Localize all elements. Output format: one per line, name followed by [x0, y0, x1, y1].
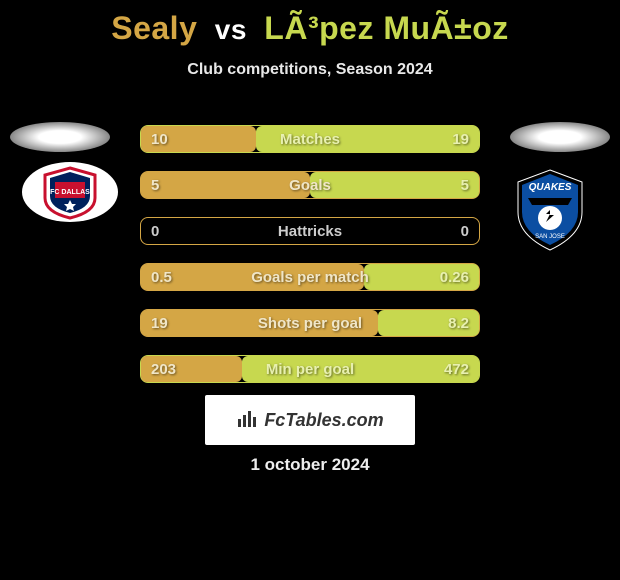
stat-value-right: 472	[444, 361, 469, 378]
stat-label: Shots per goal	[258, 315, 362, 332]
svg-text:QUAKES: QUAKES	[529, 182, 572, 193]
stat-row: 5 5 Goals	[140, 171, 480, 199]
date-label: 1 october 2024	[0, 455, 620, 475]
stat-row: 203 472 Min per goal	[140, 355, 480, 383]
stat-bar-left	[141, 172, 310, 198]
player-left-name: Sealy	[111, 10, 197, 46]
stat-label: Goals per match	[251, 269, 369, 286]
team-crest-left: FC DALLAS	[20, 160, 120, 225]
watermark-text: FcTables.com	[264, 410, 383, 431]
stat-value-right: 0.26	[440, 269, 469, 286]
stat-row: 10 19 Matches	[140, 125, 480, 153]
stat-value-right: 19	[452, 131, 469, 148]
stat-bar-right	[310, 172, 479, 198]
spotlight-left	[10, 122, 110, 152]
stat-label: Min per goal	[266, 361, 354, 378]
stat-value-left: 0	[151, 223, 159, 240]
player-right-name: LÃ³pez MuÃ±oz	[264, 10, 508, 46]
stat-value-left: 203	[151, 361, 176, 378]
spotlight-right	[510, 122, 610, 152]
stat-label: Goals	[289, 177, 331, 194]
subtitle: Club competitions, Season 2024	[0, 61, 620, 79]
stat-row: 0 0 Hattricks	[140, 217, 480, 245]
stat-label: Hattricks	[278, 223, 342, 240]
stat-row: 19 8.2 Shots per goal	[140, 309, 480, 337]
svg-text:FC DALLAS: FC DALLAS	[50, 189, 90, 196]
chart-icon	[236, 407, 258, 434]
svg-text:SAN JOSE: SAN JOSE	[535, 234, 565, 240]
watermark: FcTables.com	[205, 395, 415, 445]
stat-value-left: 10	[151, 131, 168, 148]
stat-row: 0.5 0.26 Goals per match	[140, 263, 480, 291]
comparison-title: Sealy vs LÃ³pez MuÃ±oz	[0, 0, 620, 47]
stat-value-right: 8.2	[448, 315, 469, 332]
team-crest-right: QUAKES SAN JOSE	[500, 160, 600, 260]
stat-value-left: 19	[151, 315, 168, 332]
vs-label: vs	[215, 14, 247, 45]
stat-value-right: 5	[461, 177, 469, 194]
stat-value-left: 0.5	[151, 269, 172, 286]
stat-value-left: 5	[151, 177, 159, 194]
stats-container: 10 19 Matches 5 5 Goals 0 0 Hattricks 0.5 0.26 Goal…	[140, 125, 480, 401]
stat-label: Matches	[280, 131, 340, 148]
stat-value-right: 0	[461, 223, 469, 240]
